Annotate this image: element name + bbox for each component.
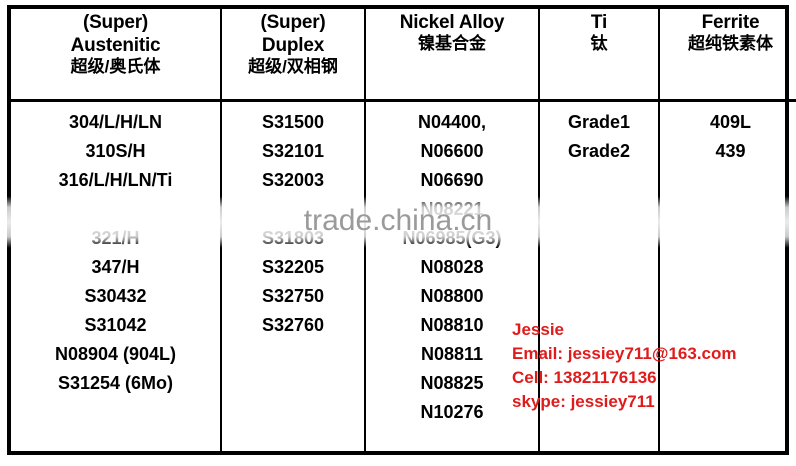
grade-item: N06600 [420,141,484,161]
grade-item: 439 [715,141,746,161]
grade-list-austenitic: 304/L/H/LN 310S/H 316/L/H/LN/Ti 321/H 347/H… [11,102,220,398]
grade-item: 316/L/H/LN/Ti [58,170,173,190]
grade-item: 409L [709,112,752,132]
header-cn: 超级/双相钢 [248,57,338,77]
column-header-nickel-alloy: Nickel Alloy 镍基合金 [365,9,540,102]
grade-item: N10276 [420,402,484,422]
header-en-line1: (Super) [82,12,149,33]
column-header-ti: Ti 钛 [539,9,660,102]
grade-item [13,195,218,224]
grade-item: N08221 [420,199,484,219]
header-cn: 钛 [590,34,608,54]
grade-item: 347/H [91,257,140,277]
grade-list-ferrite: 409L 439 [660,102,796,166]
grade-item: S32101 [261,141,325,161]
grade-item: N08028 [420,257,484,277]
column-header-austenitic: (Super) Austenitic 超级/奥氏体 [11,9,222,102]
grade-item: S31254 (6Mo) [57,373,174,393]
grade-list-nickel: N04400, N06600 N06690 N08221 N06985(G3) N0802… [366,102,538,427]
grade-item: Grade2 [567,141,631,161]
cell-austenitic-grades: 304/L/H/LN 310S/H 316/L/H/LN/Ti 321/H 347/H… [11,100,222,451]
cell-duplex-grades: S31500 S32101 S32003 S31803 S32205 S32750 S32… [221,100,366,451]
grade-item: N06985(G3) [402,228,502,248]
header-text-duplex: (Super) Duplex 超级/双相钢 [222,9,364,80]
grade-item: N06690 [420,170,484,190]
cell-ti-grades: Grade1 Grade2 [539,100,660,451]
grade-item: 321/H [91,228,140,248]
column-header-ferrite: Ferrite 超纯铁素体 [659,9,796,102]
grade-item: 310S/H [85,141,146,161]
grade-item: S32760 [261,315,325,335]
header-en-line2: Duplex [261,35,325,57]
grade-item: N08825 [420,373,484,393]
header-cn: 超级/奥氏体 [70,57,161,77]
grade-item: N08904 (904L) [54,344,177,364]
header-cn: 镍基合金 [418,34,486,54]
header-text-ferrite: Ferrite 超纯铁素体 [660,9,796,57]
grade-item [224,195,362,224]
header-en-line2: Austenitic [70,35,161,57]
grade-item: 304/L/H/LN [68,112,163,132]
header-en-line1: Ti [590,12,608,33]
table-header-row: (Super) Austenitic 超级/奥氏体 (Super) Duplex… [11,9,796,102]
header-en-line1: Ferrite [701,12,760,33]
grade-table-container: (Super) Austenitic 超级/奥氏体 (Super) Duplex… [7,5,796,455]
cell-ferrite-grades: 409L 439 [659,101,796,452]
grade-item: S31500 [261,112,325,132]
grade-item: S31803 [261,228,325,248]
grade-item: N08811 [420,344,484,364]
grade-item: S31042 [84,315,147,335]
grade-item: N08810 [420,315,484,335]
header-en-line1: (Super) [260,12,326,33]
column-header-duplex: (Super) Duplex 超级/双相钢 [221,9,366,102]
grade-list-duplex: S31500 S32101 S32003 S31803 S32205 S32750 S32… [222,102,364,340]
grade-item: S32750 [261,286,325,306]
grade-item: S32003 [261,170,325,190]
header-text-austenitic: (Super) Austenitic 超级/奥氏体 [11,9,220,80]
table-body: 304/L/H/LN 310S/H 316/L/H/LN/Ti 321/H 347/H… [11,100,796,452]
header-text-ti: Ti 钛 [540,9,658,57]
header-en-line1: Nickel Alloy [399,12,505,33]
grade-item: N08800 [420,286,484,306]
header-text-nickel-alloy: Nickel Alloy 镍基合金 [366,9,538,57]
grade-item: N04400, [417,112,487,132]
steel-grade-table: (Super) Austenitic 超级/奥氏体 (Super) Duplex… [11,9,796,451]
grade-item: S32205 [261,257,325,277]
grade-item: S30432 [84,286,147,306]
grade-list-ti: Grade1 Grade2 [540,102,658,166]
header-cn: 超纯铁素体 [688,34,773,54]
cell-nickel-grades: N04400, N06600 N06690 N08221 N06985(G3) N0802… [365,100,540,451]
grade-item: Grade1 [567,112,631,132]
